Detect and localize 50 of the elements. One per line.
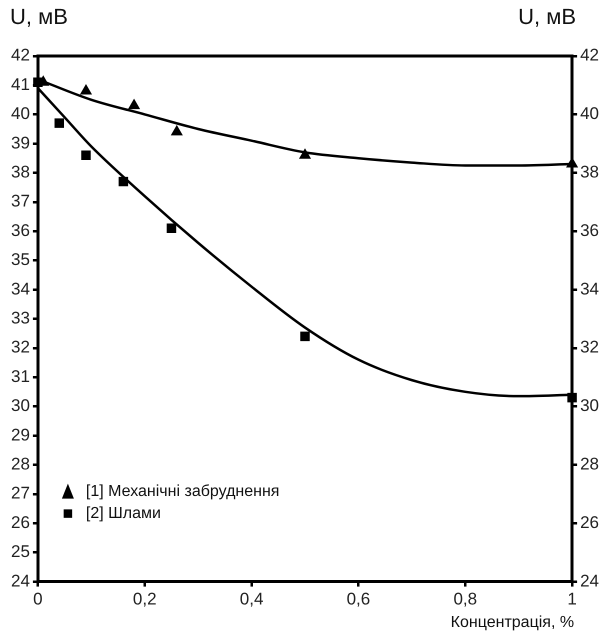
point [166,224,176,234]
legend-label: [1] Механічні забруднення [86,483,280,500]
point [567,392,577,402]
y-tick-label: 41 [10,74,30,94]
x-tick-label: 0,2 [132,589,157,608]
y-tick-label: 37 [10,192,30,211]
y-tick-label: 40 [10,104,30,124]
y-tick-label: 25 [10,542,30,562]
y2-axis-title: U, мВ [518,4,576,29]
y2-tick-label: 38 [580,162,600,182]
y-tick-label: 36 [10,220,30,240]
y2-tick-label: 32 [580,338,600,357]
y2-tick-label: 34 [580,279,600,298]
y-tick-label: 29 [10,425,30,444]
y2-tick-label: 24 [580,571,600,590]
y-tick-label: 32 [10,338,30,357]
legend-label: [2] Шлами [86,505,161,522]
y-tick-label: 39 [10,133,30,152]
y-tick-label: 34 [10,279,30,298]
y-tick-label: 33 [10,308,30,328]
x-axis-title: Концентрація, % [450,614,574,631]
point [299,148,311,159]
point [80,84,92,95]
y2-tick-label: 26 [580,512,600,532]
x-tick-label: 0,8 [453,589,478,608]
y-tick-label: 28 [10,454,30,474]
y-axis-title: U, мВ [10,4,68,29]
point [128,99,140,110]
y-tick-label: 31 [10,366,30,386]
y2-tick-label: 28 [580,454,600,474]
y-tick-label: 35 [10,250,30,270]
x-tick-label: 0 [33,589,43,608]
point [81,150,91,160]
point [118,176,128,186]
x-tick-label: 1 [567,589,577,608]
y-tick-label: 30 [10,396,30,416]
point [171,125,182,136]
y2-tick-label: 36 [580,220,600,240]
x-tick-label: 0,4 [240,589,264,608]
x-tick-label: 0,6 [346,589,370,608]
y-tick-label: 26 [10,512,30,532]
y-tick-label: 27 [10,484,30,503]
point [300,332,310,342]
y-tick-label: 38 [10,162,30,182]
y-tick-label: 24 [10,571,30,590]
point [54,118,64,128]
y2-tick-label: 42 [580,46,600,65]
y2-tick-label: 30 [580,396,600,416]
y2-tick-label: 40 [580,104,600,124]
y-tick-label: 42 [10,46,30,65]
